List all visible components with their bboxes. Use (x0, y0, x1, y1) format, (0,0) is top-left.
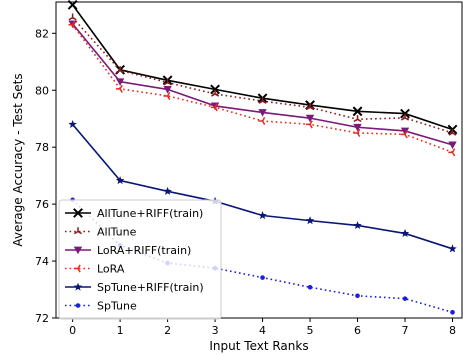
series-1 (68, 13, 457, 136)
legend: AllTune+RIFF(train) AllTune LoRA+RIFF(trai… (58, 199, 222, 320)
data-point-3-6 (353, 128, 361, 137)
series-line-2 (72, 23, 453, 146)
x-tick-label-1: 1 (117, 324, 124, 337)
legend-marker-3 (73, 264, 81, 273)
data-point-4-2 (163, 186, 172, 195)
data-point-3-5 (305, 120, 313, 129)
plot-layer (67, 0, 458, 315)
series-3 (68, 20, 456, 157)
legend-label-1: AllTune (97, 226, 137, 239)
legend-entry-3: LoRA (65, 263, 125, 276)
data-point-1-7 (400, 113, 410, 121)
data-point-0-3 (210, 84, 220, 95)
legend-entry-1: AllTune (65, 226, 137, 239)
data-point-5-7 (402, 296, 408, 301)
data-point-1-8 (448, 128, 457, 136)
legend-label-3: LoRA (97, 263, 125, 276)
data-point-5-4 (260, 275, 265, 280)
data-point-4-7 (400, 229, 410, 238)
legend-box (58, 199, 222, 320)
series-2 (68, 20, 457, 150)
data-point-4-8 (448, 244, 457, 253)
y-tick-label-1: 74 (35, 255, 49, 268)
y-tick-label-5: 82 (35, 27, 49, 40)
data-point-2-1 (115, 78, 125, 86)
legend-marker-0 (73, 208, 83, 218)
legend-marker-1 (73, 227, 83, 235)
legend-label-4: SpTune+RIFF(train) (97, 281, 204, 294)
y-axis-title: Average Accuracy - Test Sets (11, 73, 25, 246)
data-point-3-2 (163, 91, 171, 100)
legend-entry-4: SpTune+RIFF(train) (65, 281, 204, 294)
x-tick-label-5: 5 (307, 324, 314, 337)
data-point-5-5 (307, 284, 313, 290)
plot-frame (55, 1, 463, 319)
data-point-3-7 (400, 130, 408, 139)
legend-entry-5: SpTune (65, 300, 137, 313)
data-point-3-3 (210, 103, 218, 112)
y-tick-label-3: 78 (35, 141, 49, 154)
series-line-3 (71, 24, 453, 154)
data-point-2-2 (163, 86, 172, 94)
legend-entry-0: AllTune+RIFF(train) (65, 207, 203, 220)
data-point-2-7 (400, 127, 410, 136)
data-point-0-7 (400, 108, 410, 119)
data-point-5-8 (450, 309, 455, 315)
data-point-1-4 (258, 96, 267, 104)
data-point-1-3 (211, 89, 220, 97)
legend-marker-2 (73, 246, 83, 255)
data-point-4-0 (68, 120, 77, 128)
x-tick-label-6: 6 (354, 324, 361, 337)
data-point-3-1 (115, 84, 123, 93)
data-point-3-0 (68, 20, 76, 29)
legend-marker-5 (75, 303, 81, 308)
data-point-4-4 (258, 211, 267, 220)
x-axis-title: Input Text Ranks (209, 339, 308, 353)
data-point-3-4 (258, 116, 266, 126)
y-tick-label-4: 80 (35, 84, 49, 97)
data-point-2-6 (353, 123, 362, 132)
y-tick-label-2: 76 (35, 198, 49, 211)
data-point-1-1 (116, 66, 125, 74)
x-tick-label-3: 3 (212, 324, 219, 337)
data-point-3-8 (448, 148, 456, 157)
data-point-2-8 (448, 141, 457, 150)
data-point-4-1 (115, 176, 125, 185)
legend-label-2: LoRA+RIFF(train) (97, 244, 191, 257)
x-tick-label-0: 0 (69, 324, 76, 337)
data-point-4-5 (305, 216, 315, 225)
data-point-4-6 (353, 221, 362, 230)
legend-marker-4 (73, 282, 83, 291)
legend-label-0: AllTune+RIFF(train) (97, 207, 203, 220)
data-point-1-6 (353, 115, 362, 123)
x-tick-label-2: 2 (164, 324, 171, 337)
legend-entry-2: LoRA+RIFF(train) (65, 244, 191, 257)
data-point-2-4 (258, 109, 267, 117)
data-point-0-6 (352, 106, 363, 117)
y-tick-label-0: 72 (35, 312, 49, 325)
data-point-2-5 (305, 114, 315, 123)
data-point-5-6 (355, 293, 360, 299)
data-point-1-5 (306, 103, 315, 111)
legend-label-5: SpTune (97, 300, 137, 313)
data-point-1-0 (68, 13, 77, 21)
x-tick-label-7: 7 (402, 324, 409, 337)
x-tick-label-8: 8 (449, 324, 456, 337)
data-point-1-2 (163, 78, 172, 86)
x-tick-label-4: 4 (259, 324, 266, 337)
